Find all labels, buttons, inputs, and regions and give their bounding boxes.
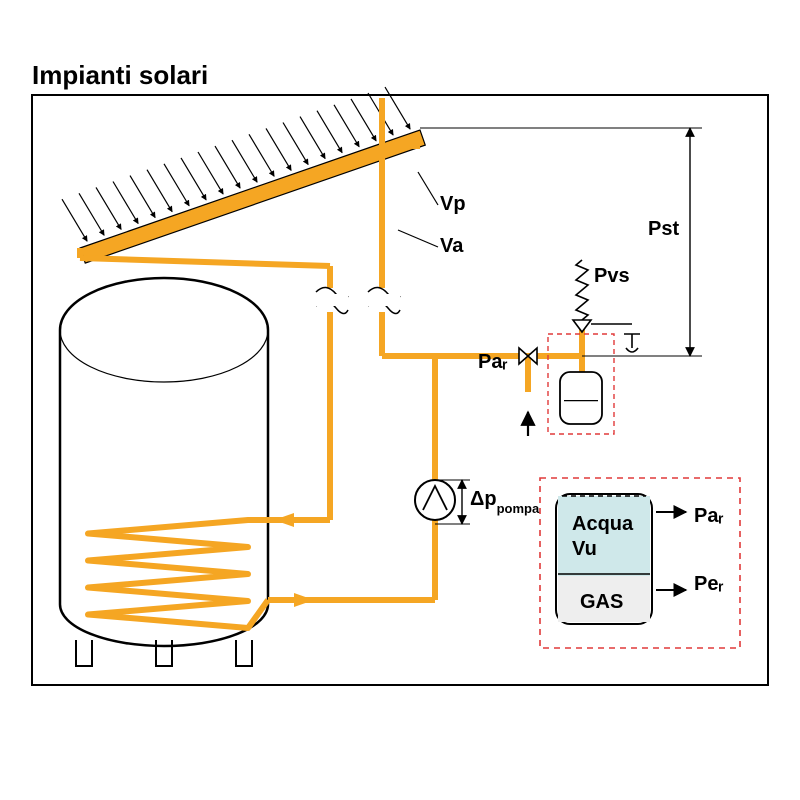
svg-text:Vu: Vu <box>572 538 597 560</box>
svg-text:Pst: Pst <box>648 218 679 240</box>
svg-text:Va: Va <box>440 235 464 257</box>
svg-text:Vp: Vp <box>440 193 466 215</box>
svg-text:Paᵣ: Paᵣ <box>694 505 724 527</box>
svg-text:GAS: GAS <box>580 591 623 613</box>
svg-text:Pvs: Pvs <box>594 265 630 287</box>
svg-text:Acqua: Acqua <box>572 513 634 535</box>
diagram-stage: Impianti solari VpVaPstPvsPaᵣΔppompaAcqu… <box>0 0 800 800</box>
svg-text:Paᵣ: Paᵣ <box>478 351 508 373</box>
svg-text:Peᵣ: Peᵣ <box>694 573 724 595</box>
diagram-svg: Vp Va Pst Pvs Paᵣ Δppompa Acqua Vu GAS Paᵣ Peᵣ <box>0 0 800 800</box>
svg-text:Δppompa: Δppompa <box>470 488 540 516</box>
